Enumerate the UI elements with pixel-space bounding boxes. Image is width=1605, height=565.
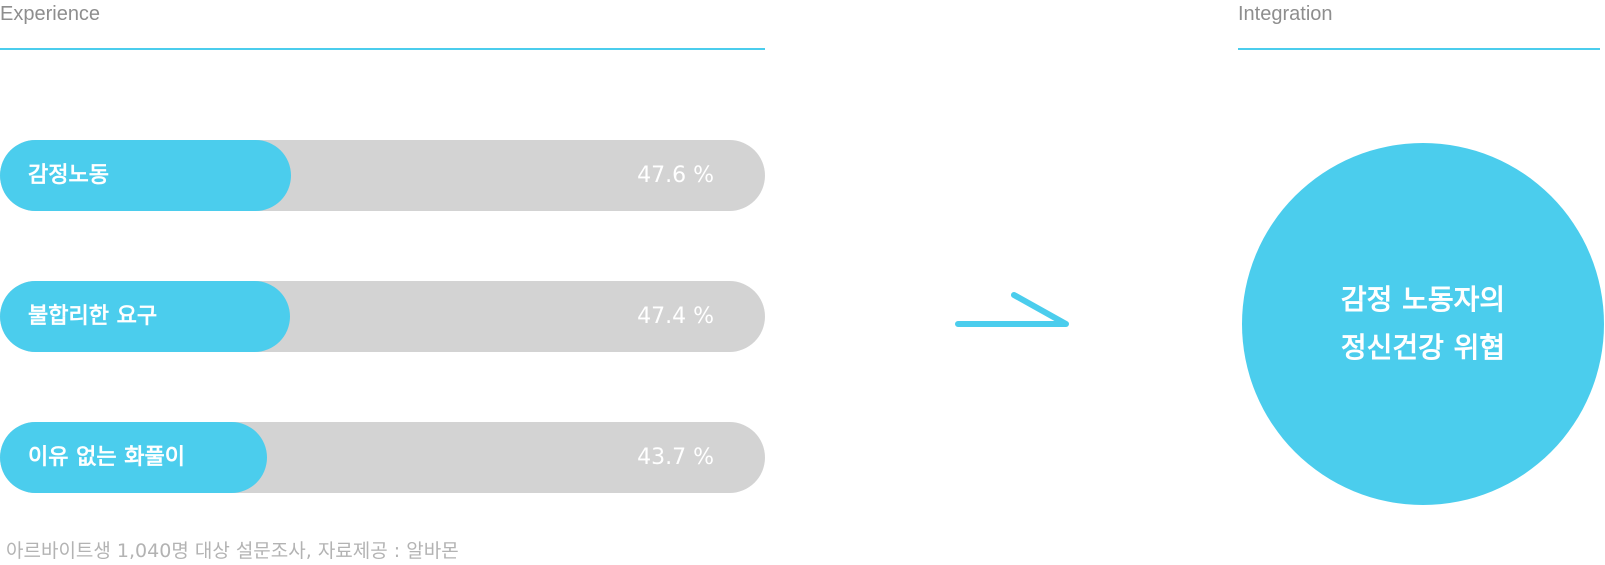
bar-value-2: 43.7 %: [637, 445, 714, 470]
experience-rule: [0, 48, 765, 50]
bar-track-0: 감정노동 47.6 %: [0, 140, 765, 211]
bar-fill-0: [0, 140, 291, 211]
bar-label-2: 이유 없는 화풀이: [28, 445, 185, 470]
bar-fill-1: [0, 281, 290, 352]
integration-rule: [1238, 48, 1600, 50]
bar-label-0: 감정노동: [28, 163, 109, 188]
source-footnote: 아르바이트생 1,040명 대상 설문조사, 자료제공 : 알바몬: [6, 540, 459, 562]
bar-track-1: 불합리한 요구 47.4 %: [0, 281, 765, 352]
bar-track-2: 이유 없는 화풀이 43.7 %: [0, 422, 765, 493]
circle-text-line2: 정신건강 위협: [1340, 331, 1506, 364]
bar-chart: 감정노동 47.6 % 불합리한 요구 47.4 % 이유 없는 화풀이 43.…: [0, 140, 765, 563]
circle-text-line1: 감정 노동자의: [1340, 283, 1506, 316]
arrow-right-icon: [955, 292, 1069, 327]
result-circle: 감정 노동자의 정신건강 위협: [1242, 143, 1604, 505]
bar-fill-2: [0, 422, 267, 493]
bar-label-1: 불합리한 요구: [28, 304, 158, 329]
integration-title: Integration: [1238, 3, 1333, 25]
experience-title: Experience: [0, 3, 101, 25]
bar-value-1: 47.4 %: [637, 304, 714, 329]
bar-value-0: 47.6 %: [637, 163, 714, 188]
